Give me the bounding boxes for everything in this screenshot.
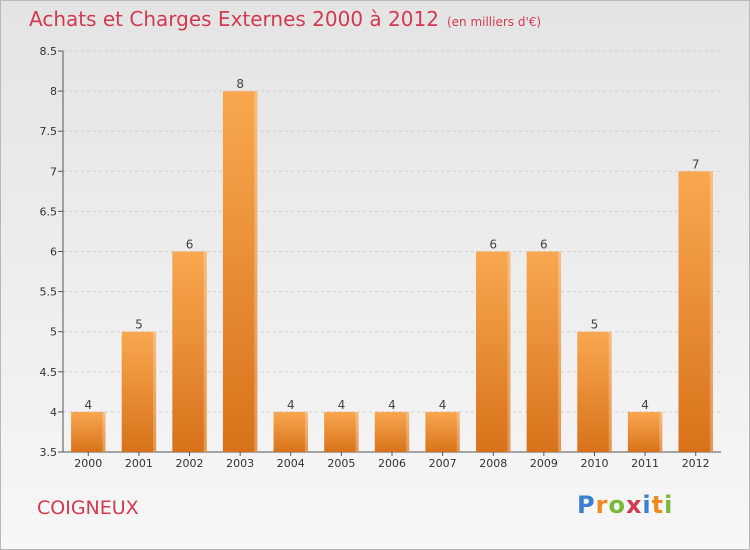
logo-letter: x — [625, 491, 643, 519]
bar-highlight — [709, 171, 713, 453]
bar — [678, 171, 713, 453]
x-tick-label: 2010 — [580, 457, 608, 470]
grid-lines — [63, 50, 721, 413]
y-tick-label: 6 — [50, 246, 57, 259]
bar-value-label: 8 — [236, 77, 244, 91]
bar-value-label: 6 — [540, 238, 548, 252]
y-tick-label: 3.5 — [40, 446, 58, 459]
bar — [222, 91, 258, 452]
bar-value-label: 6 — [489, 238, 497, 252]
bar-highlight — [304, 411, 308, 452]
x-tick-label: 2008 — [479, 457, 507, 470]
y-tick-label: 6.5 — [40, 205, 58, 218]
bar-highlight — [102, 411, 106, 452]
chart-title-text: Achats et Charges Externes 2000 à 2012 — [29, 7, 439, 31]
bar-value-label: 5 — [591, 318, 599, 332]
commune-name: COIGNEUX — [37, 497, 139, 519]
bar-value-label: 6 — [186, 238, 194, 252]
y-tick-label: 7 — [50, 165, 57, 178]
x-tick-label: 2005 — [327, 457, 355, 470]
y-tick-label: 5 — [50, 326, 57, 339]
x-tick-label: 2002 — [176, 457, 204, 470]
bar-highlight — [153, 331, 157, 452]
proxiti-logo: Proxiti — [577, 491, 673, 519]
chart-unit: (en milliers d'€) — [446, 15, 542, 29]
x-tick-label: 2009 — [530, 457, 558, 470]
bar-value-label: 4 — [287, 398, 295, 412]
y-tick-label: 8.5 — [40, 45, 58, 58]
bar-highlight — [254, 91, 258, 452]
bar-highlight — [355, 411, 359, 452]
bar-highlight — [203, 251, 207, 452]
chart-title: Achats et Charges Externes 2000 à 2012 (e… — [29, 7, 541, 31]
logo-letter: o — [608, 491, 626, 519]
bar-highlight — [608, 331, 612, 452]
bar-highlight — [507, 251, 511, 452]
axes — [58, 50, 721, 456]
x-tick-label: 2004 — [277, 457, 305, 470]
x-tick-label: 2001 — [125, 457, 153, 470]
bar — [172, 251, 207, 452]
bar — [324, 411, 359, 452]
bar-value-label: 4 — [338, 398, 346, 412]
y-tick-label: 5.5 — [40, 286, 58, 299]
y-tick-label: 8 — [50, 85, 57, 98]
x-tick-label: 2012 — [682, 457, 710, 470]
bar-highlight — [406, 411, 410, 452]
bar — [526, 251, 562, 452]
labels: 3.5 4 4.5 5 5.5 6 6.5 7 7.5 8 8.5 4 2000 5 2001 6 2002 8 2… — [40, 45, 710, 470]
logo-letter: t — [651, 491, 665, 519]
bar — [273, 411, 308, 452]
logo-letter: i — [642, 491, 652, 519]
x-tick-label: 2007 — [429, 457, 457, 470]
bar — [627, 411, 663, 452]
bar-highlight — [659, 411, 663, 452]
bar — [374, 411, 410, 452]
bar — [577, 331, 612, 452]
bar — [121, 331, 157, 452]
bar-value-label: 4 — [641, 398, 649, 412]
bar-value-label: 5 — [135, 318, 143, 332]
bar-value-label: 4 — [439, 398, 447, 412]
bar — [476, 251, 511, 452]
bar-value-label: 4 — [84, 398, 92, 412]
y-tick-label: 4 — [50, 406, 57, 419]
logo-letter: P — [577, 491, 596, 519]
y-tick-label: 4.5 — [40, 366, 58, 379]
x-tick-label: 2000 — [74, 457, 102, 470]
logo-letter: i — [664, 491, 674, 519]
x-tick-label: 2011 — [631, 457, 659, 470]
bar-value-label: 4 — [388, 398, 396, 412]
bar — [71, 411, 106, 452]
logo-letter: r — [595, 491, 609, 519]
bar-highlight — [558, 251, 562, 452]
bar-highlight — [456, 411, 460, 452]
bar-value-label: 7 — [692, 157, 700, 171]
y-tick-label: 7.5 — [40, 125, 58, 138]
x-tick-label: 2006 — [378, 457, 406, 470]
bars — [71, 91, 713, 453]
bar — [425, 411, 460, 452]
x-tick-label: 2003 — [226, 457, 254, 470]
